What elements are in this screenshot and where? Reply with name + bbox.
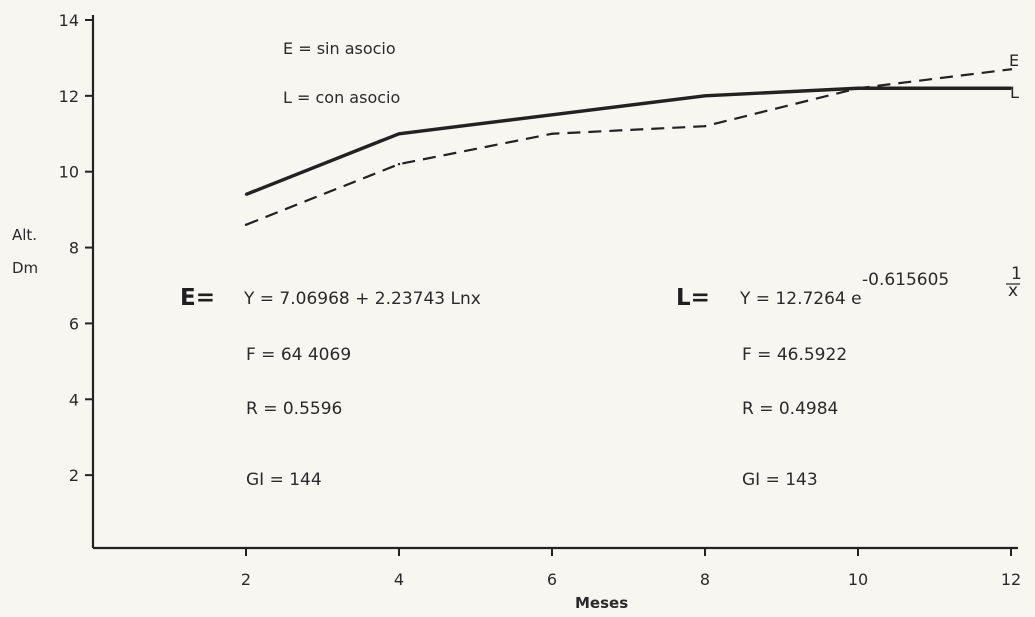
series-l-point	[703, 94, 707, 98]
annotation-e-r: R = 0.5596	[246, 399, 342, 419]
x-tick-label: 4	[394, 570, 404, 589]
x-tick-label: 6	[547, 570, 557, 589]
x-tick-label: 8	[700, 570, 710, 589]
x-tick-label: 12	[1001, 570, 1021, 589]
x-axis-label: Meses	[575, 594, 628, 612]
y-ticks: 2 4 6 8 10 12 14	[59, 11, 93, 485]
x-tick-label: 2	[241, 570, 251, 589]
y-tick-label: 2	[69, 466, 79, 485]
series-e-point	[244, 223, 248, 227]
series-line-e	[245, 68, 1012, 226]
series-e-end-label: E	[1009, 51, 1019, 70]
annotation-l-f: F = 46.5922	[742, 345, 847, 365]
series-l-point	[397, 132, 401, 135]
annotation-l-frac-den: x	[1008, 281, 1018, 301]
y-tick-label: 14	[59, 11, 79, 30]
legend-entry-l: L = con asocio	[283, 88, 400, 107]
series-lines	[244, 68, 1013, 227]
annotation-l-exponent: -0.615605	[862, 270, 949, 290]
annotation-l-equation: Y = 12.7264 e	[739, 289, 862, 309]
annotation-e-gi: GI = 144	[246, 470, 322, 490]
y-tick-label: 10	[59, 163, 79, 182]
series-line-l	[245, 86, 1011, 197]
series-l-point	[856, 87, 860, 90]
x-tick-label: 10	[848, 570, 868, 589]
series-l-point	[550, 113, 554, 117]
y-tick-label: 6	[69, 314, 79, 333]
annotation-l-frac-num: 1	[1011, 264, 1022, 284]
annotation-e-f: F = 64 4069	[246, 345, 351, 365]
annotation-l-r: R = 0.4984	[742, 399, 838, 419]
series-l-end-label: L	[1010, 83, 1019, 102]
series-l-point	[1009, 87, 1013, 90]
annotation-e-equation: Y = 7.06968 + 2.23743 Lnx	[243, 289, 481, 309]
y-axis-label-line2: Dm	[12, 259, 38, 277]
y-tick-label: 4	[69, 390, 79, 409]
annotation-l-gi: GI = 143	[742, 470, 818, 490]
x-ticks: 2 4 6 8 10 12	[241, 548, 1021, 589]
series-e-point	[1009, 68, 1013, 71]
series-l-point	[244, 193, 248, 196]
y-tick-label: 12	[59, 87, 79, 106]
annotation-l-lhs: L=	[676, 285, 710, 311]
y-tick-label: 8	[69, 239, 79, 258]
series-e-point	[703, 124, 707, 128]
y-axis-label-line1: Alt.	[12, 226, 37, 244]
annotation-e-lhs: E=	[180, 285, 215, 311]
legend-entry-e: E = sin asocio	[283, 39, 396, 58]
series-e-point	[397, 162, 401, 166]
series-e-point	[550, 132, 554, 135]
